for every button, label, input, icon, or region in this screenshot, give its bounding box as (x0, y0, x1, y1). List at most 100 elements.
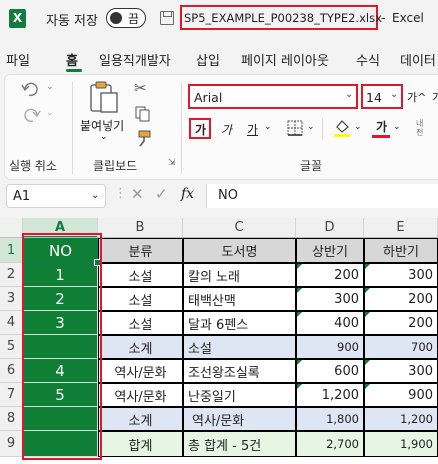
cell-A1[interactable]: NO (23, 238, 98, 263)
cell-E6[interactable]: 300 (364, 359, 438, 383)
borders-icon[interactable] (287, 120, 303, 136)
fill-color-icon[interactable] (333, 118, 351, 138)
cell-A8[interactable] (23, 407, 98, 431)
column-header-E[interactable]: E (364, 218, 438, 238)
cell-E7[interactable]: 900 (364, 383, 438, 407)
cell-A9[interactable] (23, 431, 98, 457)
chevron-down-icon[interactable]: ⌄ (307, 122, 315, 132)
tab-insert[interactable]: 삽입 (196, 54, 220, 69)
row-header[interactable]: 6 (0, 359, 23, 383)
row-header[interactable]: 2 (0, 263, 23, 287)
chevron-down-icon[interactable]: ⌄ (345, 89, 354, 100)
cell-C2[interactable]: 칼의 노래 (183, 263, 296, 287)
redo-dropdown-icon[interactable]: ⌄ (46, 108, 54, 118)
cell-B8[interactable]: 소계 (98, 407, 183, 431)
copy-icon[interactable] (135, 106, 151, 122)
row-header[interactable]: 3 (0, 287, 23, 311)
cell-A5[interactable] (23, 335, 98, 359)
cell-E8[interactable]: 1,200 (364, 407, 438, 431)
save-icon[interactable] (160, 11, 174, 25)
cell-C7[interactable]: 난중일기 (183, 383, 296, 407)
row-header[interactable]: 8 (0, 407, 23, 431)
font-size-select[interactable] (361, 84, 403, 109)
enter-icon[interactable]: ✓ (155, 185, 168, 203)
undo-icon[interactable] (20, 80, 42, 98)
cell-B1[interactable]: 분류 (98, 238, 183, 263)
paste-icon[interactable] (88, 80, 120, 114)
column-header-B[interactable]: B (98, 218, 183, 238)
tab-formulas[interactable]: 수식 (356, 54, 380, 69)
clipboard-launcher-icon[interactable]: ⇲ (168, 158, 176, 168)
formula-input[interactable] (206, 184, 438, 208)
name-box[interactable] (6, 184, 106, 208)
row-header[interactable]: 1 (0, 238, 23, 263)
row-header[interactable]: 7 (0, 383, 23, 407)
cell-B6[interactable]: 역사/문화 (98, 359, 183, 383)
cell-E1[interactable]: 하반기 (364, 238, 438, 263)
cell-D1[interactable]: 상반기 (296, 238, 364, 263)
chevron-down-icon[interactable]: ⌄ (91, 190, 100, 201)
cell-E5[interactable]: 700 (364, 335, 438, 359)
cell-E2[interactable]: 300 (364, 263, 438, 287)
cell-C5[interactable]: 소설 (183, 335, 296, 359)
cell-C9[interactable]: 총 합계 - 5건 (183, 431, 296, 457)
cell-D5[interactable]: 900 (296, 335, 364, 359)
cell-C6[interactable]: 조선왕조실록 (183, 359, 296, 383)
cell-B2[interactable]: 소설 (98, 263, 183, 287)
redo-icon[interactable] (20, 106, 42, 124)
underline-button[interactable]: 가 (247, 123, 259, 137)
tab-data[interactable]: 데이터 (400, 54, 436, 69)
tab-developer[interactable]: 일용직개발자 (99, 54, 171, 69)
cell-D6[interactable]: 600 (296, 359, 364, 383)
insert-function-button[interactable]: fx (181, 186, 195, 202)
cell-C3[interactable]: 태백산맥 (183, 287, 296, 311)
cell-E4[interactable]: 200 (364, 311, 438, 335)
font-color-button[interactable]: 가 (376, 120, 388, 134)
column-header-D[interactable]: D (296, 218, 364, 238)
column-header-A[interactable]: A (23, 218, 98, 238)
cell-A6[interactable]: 4 (23, 359, 98, 383)
cell-B9[interactable]: 합계 (98, 431, 183, 457)
cell-D3[interactable]: 300 (296, 287, 364, 311)
decrease-font-size-button[interactable]: 가 (432, 91, 438, 104)
cell-B7[interactable]: 역사/문화 (98, 383, 183, 407)
chevron-down-icon[interactable]: ⌄ (390, 89, 399, 100)
cell-B3[interactable]: 소설 (98, 287, 183, 311)
cell-B5[interactable]: 소계 (98, 335, 183, 359)
cell-A2[interactable]: 1 (23, 263, 98, 287)
autosave-toggle[interactable]: 끔 (106, 8, 146, 28)
cell-A7[interactable]: 5 (23, 383, 98, 407)
chevron-down-icon[interactable]: ⌄ (264, 122, 272, 132)
cell-D7[interactable]: 1,200 (296, 383, 364, 407)
format-painter-icon[interactable] (135, 130, 153, 148)
tab-file[interactable]: 파일 (6, 54, 30, 69)
cut-icon[interactable]: ✂ (134, 79, 147, 97)
cell-D2[interactable]: 200 (296, 263, 364, 287)
chevron-down-icon[interactable]: ⌄ (393, 122, 401, 132)
italic-button[interactable]: 가 (221, 123, 233, 137)
cell-A3[interactable]: 2 (23, 287, 98, 311)
select-all-corner[interactable] (0, 218, 23, 238)
cell-E9[interactable]: 1,900 (364, 431, 438, 457)
row-header[interactable]: 5 (0, 335, 23, 359)
cell-E3[interactable]: 200 (364, 287, 438, 311)
cell-D4[interactable]: 400 (296, 311, 364, 335)
phonetic-guide-button[interactable]: 내천 (416, 119, 424, 137)
cell-A4[interactable]: 3 (23, 311, 98, 335)
cell-B4[interactable]: 소설 (98, 311, 183, 335)
font-name-select[interactable] (188, 84, 358, 109)
cell-C4[interactable]: 달과 6펜스 (183, 311, 296, 335)
chevron-down-icon[interactable]: ⌄ (354, 122, 362, 132)
cell-C1[interactable]: 도서명 (183, 238, 296, 263)
increase-font-size-button[interactable]: 가^ (407, 91, 427, 104)
cell-C8[interactable]: 역사/문화 (183, 407, 296, 431)
paste-dropdown-icon[interactable]: ⌄ (100, 132, 108, 142)
cancel-icon[interactable]: ✕ (131, 185, 144, 203)
undo-dropdown-icon[interactable]: ⌄ (46, 82, 54, 92)
row-header[interactable]: 4 (0, 311, 23, 335)
bold-button[interactable]: 가 (195, 123, 207, 137)
cell-D9[interactable]: 2,700 (296, 431, 364, 457)
cell-D8[interactable]: 1,800 (296, 407, 364, 431)
paste-button[interactable]: 붙여넣기 (80, 119, 125, 133)
column-header-C[interactable]: C (183, 218, 296, 238)
